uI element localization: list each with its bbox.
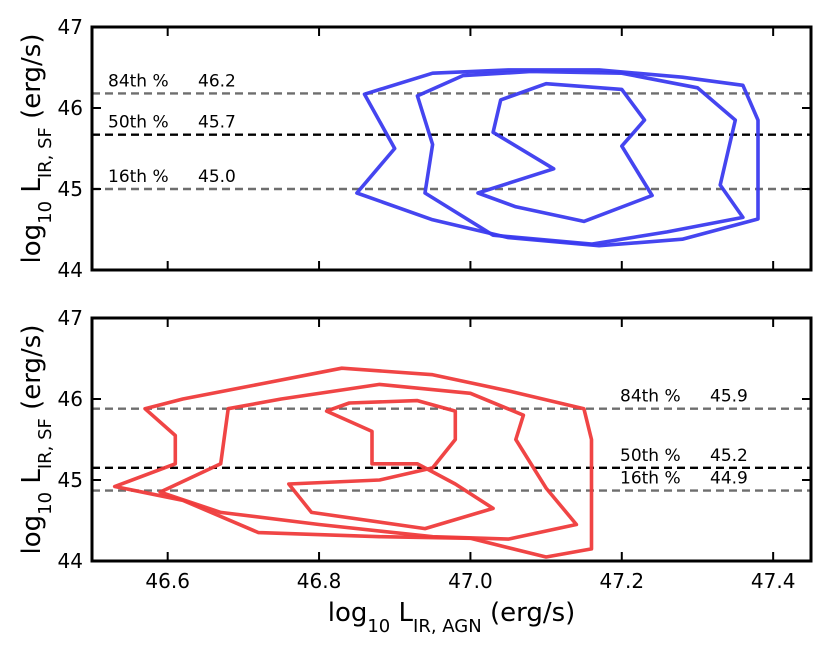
y-tick-label: 46 — [58, 387, 83, 411]
y-tick-label: 45 — [58, 177, 83, 201]
x-tick-label: 47.2 — [600, 569, 645, 593]
y-axis-title: log10 LIR, SF (erg/s) — [17, 34, 56, 264]
percentile-value-label: 45.0 — [198, 167, 236, 187]
x-tick-label: 47.4 — [751, 569, 796, 593]
top-panel: 84th % 46.2 50th % 45.7 16th % 45.0 44 45 46 47lo… — [17, 15, 813, 282]
bottom-panel: 84th % 45.9 50th % 45.2 16th % 44.9 46.6 46.8 47… — [17, 306, 813, 637]
percentile-value-label: 46.2 — [198, 71, 236, 91]
y-tick-label: 47 — [58, 306, 83, 330]
y-tick-label: 46 — [58, 96, 83, 120]
y-tick-label: 44 — [58, 258, 83, 282]
y-axis-title: log10 LIR, SF (erg/s) — [17, 325, 56, 555]
percentile-name-label: 84th % — [620, 387, 681, 407]
percentile-value-label: 45.7 — [198, 113, 236, 133]
contour-level-3 — [476, 81, 654, 224]
percentile-name-label: 16th % — [108, 167, 169, 187]
x-axis-title: log10 LIR, AGN (erg/s) — [328, 598, 576, 637]
y-tick-label: 47 — [58, 15, 83, 39]
percentile-name-label: 50th % — [620, 446, 681, 466]
contour-level-3 — [287, 398, 495, 531]
percentile-value-label: 44.9 — [710, 469, 748, 489]
y-tick-label: 45 — [58, 468, 83, 492]
contour-level-1 — [112, 366, 594, 559]
x-tick-label: 47.0 — [448, 569, 493, 593]
percentile-name-label: 84th % — [108, 71, 169, 91]
x-tick-label: 46.6 — [145, 569, 190, 593]
percentile-name-label: 16th % — [620, 469, 681, 489]
x-tick-label: 46.8 — [297, 569, 342, 593]
percentile-value-label: 45.9 — [710, 387, 748, 407]
percentile-name-label: 50th % — [108, 113, 169, 133]
bottom-plot-frame — [90, 316, 813, 563]
percentile-value-label: 45.2 — [710, 446, 748, 466]
contour-level-2 — [415, 69, 745, 246]
y-tick-label: 44 — [58, 549, 83, 573]
contour-level-2 — [158, 382, 579, 541]
top-plot-frame — [90, 25, 813, 272]
